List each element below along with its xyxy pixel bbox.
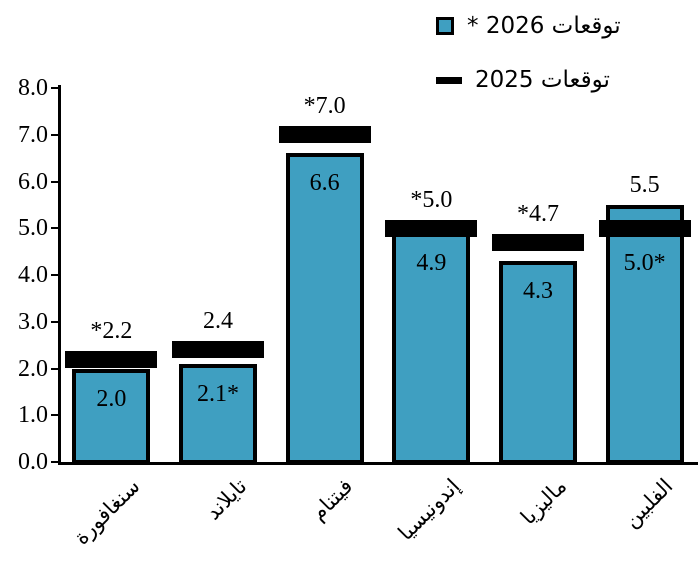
y-axis-tick-mark <box>51 180 58 183</box>
y-axis-tick-mark <box>51 87 58 89</box>
bar-2026-2 <box>179 363 257 464</box>
y-axis-tick-mark <box>51 414 58 417</box>
y-axis-tick-label: 7.0 <box>18 121 48 148</box>
y-axis-tick-mark <box>51 274 58 276</box>
top-value-label-4: *5.0 <box>410 186 453 213</box>
bar-2026-5 <box>499 260 577 464</box>
top-value-label-6: 5.5 <box>629 171 660 198</box>
dash-marker-2025-1 <box>65 350 158 368</box>
inner-value-label-1: 2.0 <box>96 385 127 412</box>
y-axis-tick-label: 5.0 <box>18 215 48 242</box>
y-axis-tick-mark <box>51 227 58 230</box>
y-axis-tick-label: 1.0 <box>18 402 48 429</box>
x-axis-category-label-4: إندونيسيا <box>393 474 465 546</box>
dash-marker-2025-2 <box>172 341 264 359</box>
y-axis-tick-label: 2.0 <box>18 355 48 382</box>
bar-2026-3 <box>285 153 364 464</box>
bar-2026-6 <box>605 204 684 464</box>
x-axis-category-label-3: فيتنام <box>306 474 358 526</box>
dash-marker-2025-5 <box>492 233 584 251</box>
inner-value-label-5: 4.3 <box>523 277 553 304</box>
legend-2025-dash-swatch-icon <box>436 76 462 84</box>
legend-2025-label: توقعات 2025 <box>475 67 610 93</box>
dash-marker-2025-4 <box>385 219 478 237</box>
x-axis-category-label-6: الفلبين <box>619 474 678 533</box>
x-axis-category-label-5: ماليزيا <box>515 474 571 530</box>
top-value-label-2: 2.4 <box>203 308 233 335</box>
y-axis-tick-mark <box>51 133 58 136</box>
y-axis-tick-label: 6.0 <box>18 168 48 195</box>
dash-marker-2025-3 <box>278 126 371 144</box>
y-axis-tick-label: 4.0 <box>18 262 48 288</box>
x-axis-category-label-2: تايلاند <box>200 474 251 525</box>
y-axis-tick-mark <box>51 367 58 370</box>
bar-2026-4 <box>392 232 471 464</box>
inner-value-label-6: 5.0* <box>623 249 666 276</box>
legend: توقعات 2026 * توقعات 2025 <box>436 12 621 120</box>
y-axis-tick-label: 0.0 <box>18 449 48 475</box>
y-axis-tick-label: 8.0 <box>18 75 48 101</box>
legend-2026-bar-swatch-icon <box>436 17 454 35</box>
y-axis-tick-label: 3.0 <box>18 308 48 335</box>
x-axis-line <box>58 462 698 465</box>
dash-marker-2025-6 <box>598 219 691 237</box>
top-value-label-5: *4.7 <box>517 200 559 227</box>
legend-item-2025: توقعات 2025 <box>436 66 621 94</box>
y-axis-line <box>58 85 61 465</box>
y-axis-tick-mark <box>51 320 58 323</box>
inner-value-label-4: 4.9 <box>416 249 447 276</box>
legend-item-2026: توقعات 2026 * <box>436 12 621 40</box>
inner-value-label-3: 6.6 <box>309 170 340 197</box>
top-value-label-3: *7.0 <box>303 93 346 120</box>
y-axis-tick-mark <box>51 461 58 463</box>
legend-2026-label: توقعات 2026 * <box>467 13 621 39</box>
x-axis-category-label-1: سنغافورة <box>69 474 145 550</box>
bar-2026-1 <box>72 368 151 464</box>
inner-value-label-2: 2.1* <box>197 380 239 407</box>
top-value-label-1: *2.2 <box>90 317 133 344</box>
